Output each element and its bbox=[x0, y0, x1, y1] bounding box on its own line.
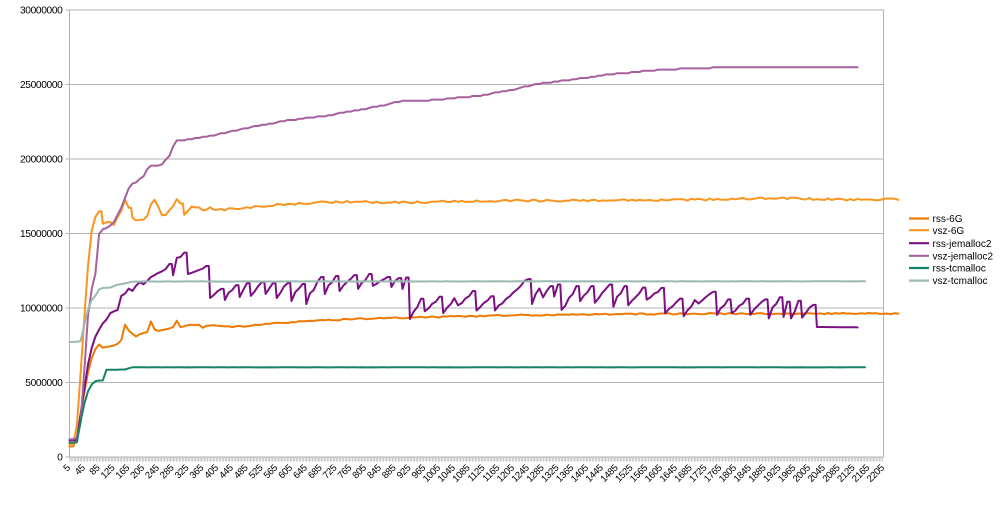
svg-text:vsz-tcmalloc: vsz-tcmalloc bbox=[933, 276, 988, 287]
svg-text:5000000: 5000000 bbox=[25, 378, 63, 389]
svg-text:15000000: 15000000 bbox=[20, 229, 63, 240]
svg-text:5: 5 bbox=[62, 463, 73, 474]
svg-text:rss-tcmalloc: rss-tcmalloc bbox=[933, 264, 986, 275]
svg-text:vsz-6G: vsz-6G bbox=[933, 226, 965, 237]
svg-text:0: 0 bbox=[57, 453, 63, 464]
svg-text:20000000: 20000000 bbox=[20, 155, 63, 166]
svg-text:rss-jemalloc2: rss-jemalloc2 bbox=[933, 239, 992, 250]
svg-text:30000000: 30000000 bbox=[20, 6, 63, 17]
svg-text:rss-6G: rss-6G bbox=[933, 214, 963, 225]
svg-text:25000000: 25000000 bbox=[20, 80, 63, 91]
svg-text:10000000: 10000000 bbox=[20, 304, 63, 315]
svg-text:vsz-jemalloc2: vsz-jemalloc2 bbox=[933, 251, 994, 262]
